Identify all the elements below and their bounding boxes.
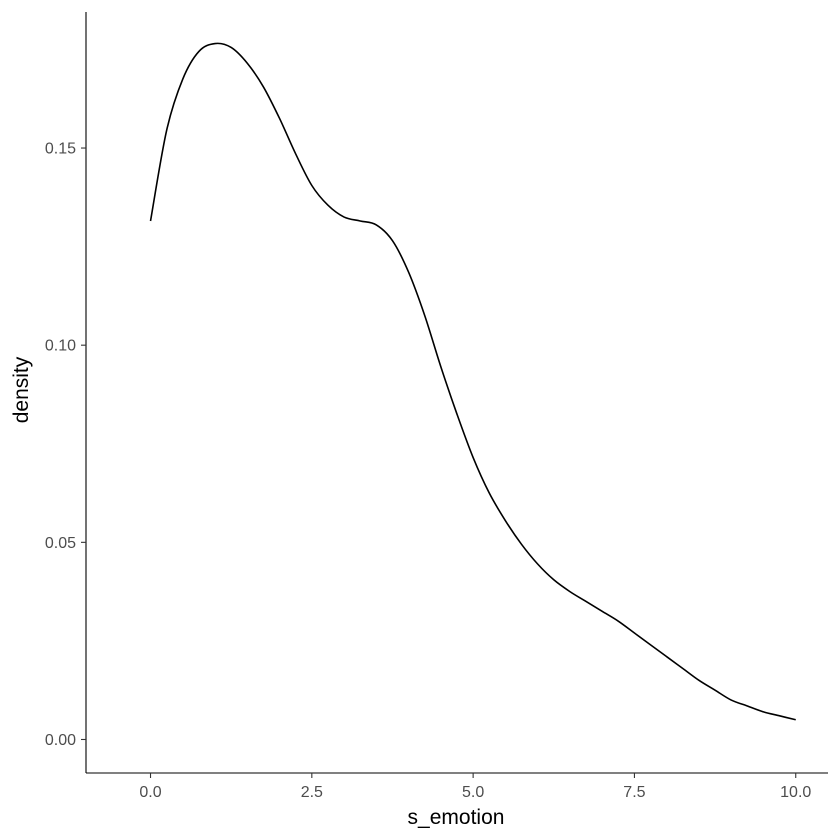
y-tick-label: 0.05: [45, 535, 76, 552]
axes-layer: [85, 12, 828, 774]
density-curve: [149, 42, 796, 721]
x-tick-label: 5.0: [462, 784, 484, 801]
x-tick-label: 0.0: [139, 784, 161, 801]
line-layer: [149, 42, 796, 721]
ticks-layer: 0.0 2.5 5.0 7.5 10.0 0.00 0.05 0.10 0.15: [45, 141, 812, 801]
y-axis-title: density: [10, 356, 33, 423]
x-tick-label: 2.5: [301, 784, 323, 801]
x-tick-label: 7.5: [623, 784, 645, 801]
y-tick-label: 0.10: [45, 338, 76, 355]
x-axis-title: s_emotion: [408, 806, 505, 829]
x-tick-label: 10.0: [780, 784, 811, 801]
y-tick-label: 0.00: [45, 732, 76, 749]
y-tick-label: 0.15: [45, 141, 76, 158]
